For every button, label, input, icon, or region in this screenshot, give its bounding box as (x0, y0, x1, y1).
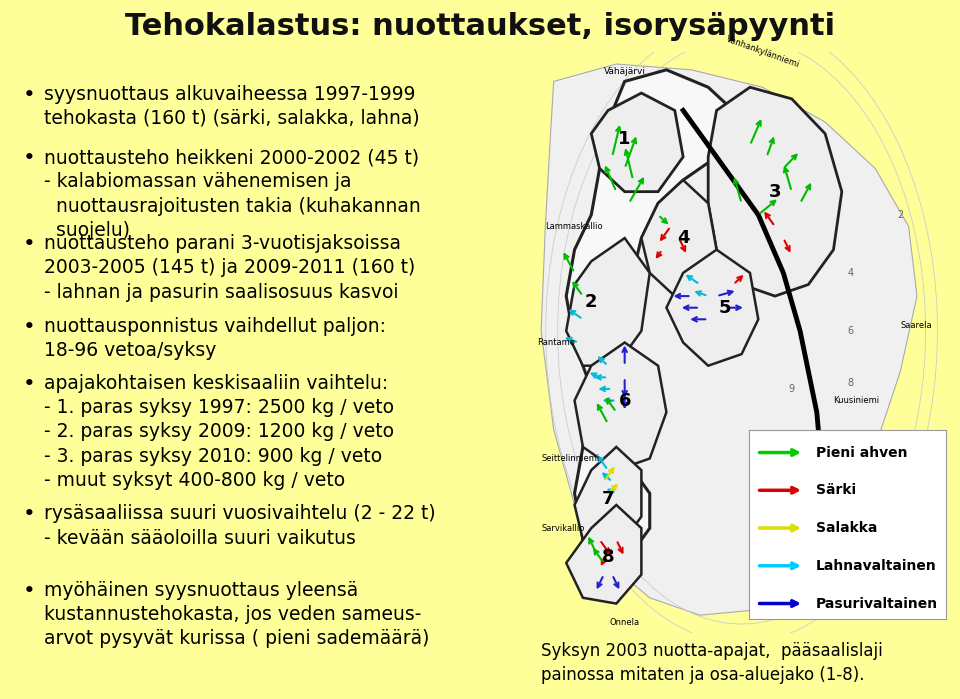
Text: 4: 4 (847, 268, 853, 278)
Text: Pieni ahven: Pieni ahven (816, 445, 907, 459)
Polygon shape (574, 343, 666, 470)
Text: 5: 5 (719, 298, 732, 317)
Text: Särki: Särki (816, 483, 855, 497)
Text: •: • (23, 374, 36, 394)
Text: Onnela: Onnela (610, 618, 639, 627)
Polygon shape (574, 447, 641, 552)
Text: 6: 6 (618, 391, 631, 410)
Polygon shape (541, 64, 917, 615)
Text: Syksyn 2003 nuotta-apajat,  pääsaalislaji
painossa mitaten ja osa-aluejako (1-8): Syksyn 2003 nuotta-apajat, pääsaalislaji… (541, 642, 883, 684)
Text: Rantamo: Rantamo (537, 338, 575, 347)
Polygon shape (566, 70, 733, 563)
Text: apajakohtaisen keskisaaliin vaihtelu:
- 1. paras syksy 1997: 2500 kg / veto
- 2.: apajakohtaisen keskisaaliin vaihtelu: - … (43, 374, 394, 490)
Text: nuottausteho parani 3-vuotisjaksoissa
2003-2005 (145 t) ja 2009-2011 (160 t)
- l: nuottausteho parani 3-vuotisjaksoissa 20… (43, 234, 415, 301)
Text: Saarela: Saarela (900, 321, 932, 330)
Text: 3: 3 (769, 182, 781, 201)
Text: syysnuottaus alkuvaiheessa 1997-1999
tehokasta (160 t) (särki, salakka, lahna): syysnuottaus alkuvaiheessa 1997-1999 teh… (43, 85, 420, 128)
Text: Tehokalastus: nuottaukset, isorysäpyynti: Tehokalastus: nuottaukset, isorysäpyynti (125, 13, 835, 41)
Text: Seittelinniemi: Seittelinniemi (541, 454, 599, 463)
Text: Pasurivaltainen: Pasurivaltainen (816, 596, 938, 610)
Text: Lammaskallio: Lammaskallio (545, 222, 603, 231)
Text: Salakka: Salakka (816, 521, 877, 535)
Text: •: • (23, 148, 36, 168)
Text: Sarvikallio: Sarvikallio (541, 524, 585, 533)
Text: Halosenniemi: Halosenniemi (783, 442, 841, 452)
Text: 2: 2 (585, 293, 597, 311)
Polygon shape (591, 93, 684, 192)
Text: nuottausteho heikkeni 2000-2002 (45 t)
- kalabiomassan vähenemisen ja
  nuottaus: nuottausteho heikkeni 2000-2002 (45 t) -… (43, 148, 420, 240)
Polygon shape (566, 238, 650, 366)
Text: 7: 7 (602, 490, 614, 508)
Text: •: • (23, 581, 36, 600)
Text: Vähäjärvi: Vähäjärvi (604, 66, 646, 75)
Text: 6: 6 (847, 326, 853, 336)
Text: myöhäinen syysnuottaus yleensä
kustannustehokasta, jos veden sameus-
arvot pysyv: myöhäinen syysnuottaus yleensä kustannus… (43, 581, 429, 648)
Polygon shape (641, 180, 716, 296)
Polygon shape (666, 250, 758, 366)
Text: •: • (23, 234, 36, 254)
Text: Vanhankylänniemi: Vanhankylänniemi (725, 35, 801, 70)
Text: 8: 8 (602, 548, 614, 566)
Text: Lahnavaltainen: Lahnavaltainen (816, 559, 936, 572)
Text: Kuusiniemi: Kuusiniemi (833, 396, 879, 405)
Text: •: • (23, 505, 36, 524)
Polygon shape (708, 87, 842, 296)
Text: 8: 8 (847, 378, 853, 388)
Text: •: • (23, 85, 36, 105)
Text: 1: 1 (618, 131, 631, 148)
Text: •: • (23, 317, 36, 337)
Polygon shape (566, 505, 641, 603)
Text: rysäsaaliissa suuri vuosivaihtelu (2 - 22 t)
- kevään sääoloilla suuri vaikutus: rysäsaaliissa suuri vuosivaihtelu (2 - 2… (43, 505, 435, 547)
Text: 2: 2 (898, 210, 903, 220)
Text: 9: 9 (789, 384, 795, 394)
Text: 4: 4 (677, 229, 689, 247)
Text: nuottausponnistus vaihdellut paljon:
18-96 vetoa/syksy: nuottausponnistus vaihdellut paljon: 18-… (43, 317, 386, 360)
